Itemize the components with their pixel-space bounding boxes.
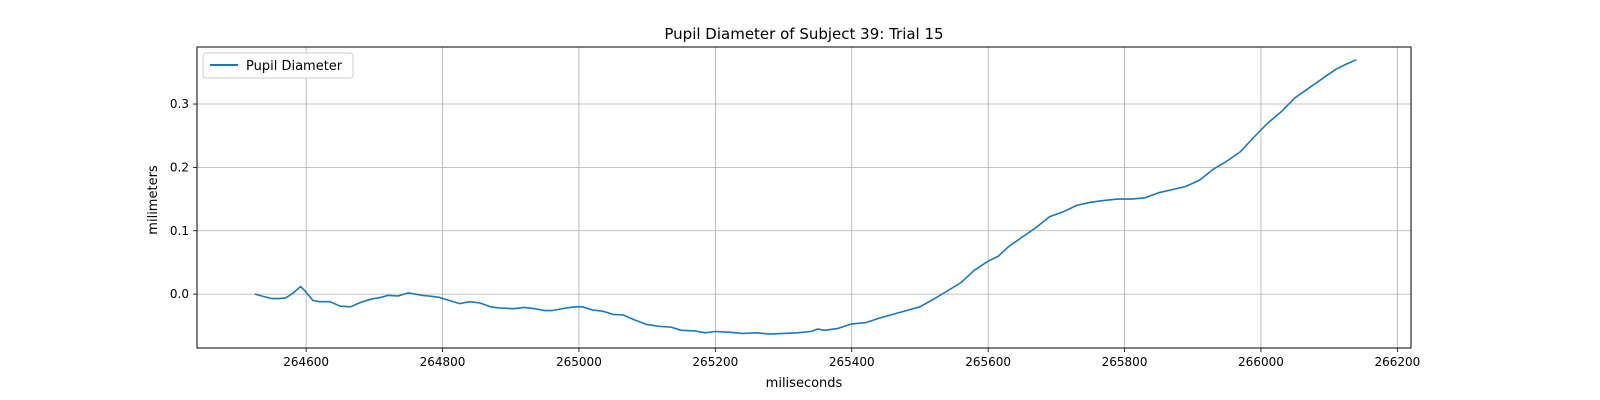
y-tick-label: 0.3 — [170, 97, 189, 111]
x-tick-label: 265200 — [692, 355, 738, 369]
x-tick-label: 266000 — [1238, 355, 1284, 369]
y-tick-label: 0.2 — [170, 160, 189, 174]
y-axis-title: milimeters — [146, 165, 161, 235]
x-tick-label: 264600 — [283, 355, 329, 369]
grid — [197, 47, 1411, 348]
y-axis-ticks: 0.0 0.1 0.2 0.3 — [170, 97, 197, 301]
y-tick-label: 0.0 — [170, 287, 189, 301]
x-tick-label: 266200 — [1374, 355, 1420, 369]
y-tick-label: 0.1 — [170, 224, 189, 238]
x-tick-label: 265600 — [965, 355, 1011, 369]
x-axis-ticks: 264600 264800 265000 265200 265400 265600 2658… — [283, 348, 1420, 369]
x-tick-label: 265000 — [556, 355, 602, 369]
plot-frame — [196, 46, 1412, 349]
series-layer — [254, 58, 1357, 335]
legend-label: Pupil Diameter — [246, 59, 343, 74]
legend: Pupil Diameter — [202, 52, 354, 79]
legend-box — [202, 52, 354, 79]
x-tick-label: 265800 — [1102, 355, 1148, 369]
x-tick-label: 264800 — [420, 355, 466, 369]
x-tick-label: 265400 — [829, 355, 875, 369]
chart-title: Pupil Diameter of Subject 39: Trial 15 — [664, 25, 943, 43]
x-axis-title: miliseconds — [766, 376, 843, 391]
series-line-pupil-diameter — [254, 58, 1357, 335]
